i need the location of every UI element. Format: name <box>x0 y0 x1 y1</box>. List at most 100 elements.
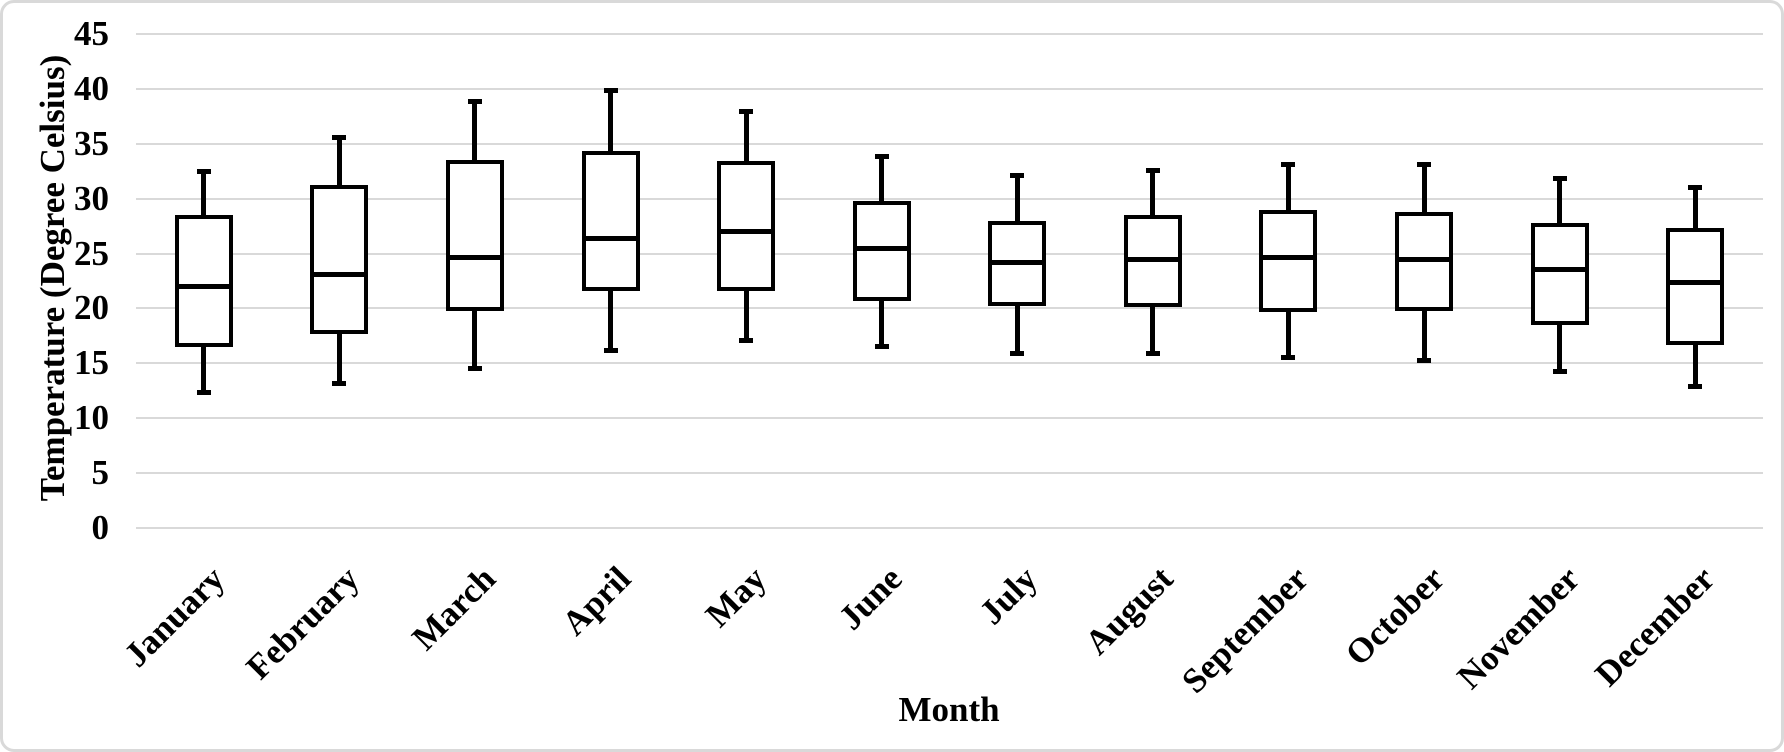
whisker-cap-min-june <box>875 344 889 349</box>
whisker-cap-max-august <box>1146 168 1160 173</box>
y-tick-label-5: 5 <box>91 453 110 492</box>
whisker-cap-min-december <box>1688 384 1702 389</box>
x-tick-label-january: January <box>115 559 232 675</box>
whisker-cap-max-january <box>197 169 211 174</box>
y-tick-label-20: 20 <box>74 288 109 327</box>
whisker-upper-july <box>1015 175 1020 221</box>
gridline-0 <box>136 527 1763 529</box>
y-tick-label-45: 45 <box>74 14 109 53</box>
iqr-box-september <box>1259 210 1317 312</box>
y-tick-label-0: 0 <box>91 508 110 547</box>
whisker-lower-april <box>608 291 613 350</box>
whisker-cap-min-may <box>739 338 753 343</box>
median-line-july <box>988 260 1046 265</box>
median-line-november <box>1531 267 1589 272</box>
gridline-35 <box>136 143 1763 145</box>
whisker-lower-august <box>1150 307 1155 353</box>
whisker-upper-january <box>201 171 206 215</box>
x-tick-label-april: April <box>554 559 639 643</box>
iqr-box-april <box>582 151 640 291</box>
gridline-20 <box>136 307 1763 309</box>
median-line-september <box>1259 255 1317 260</box>
gridline-25 <box>136 253 1763 255</box>
whisker-cap-min-july <box>1010 351 1024 356</box>
gridline-5 <box>136 472 1763 474</box>
whisker-cap-max-october <box>1417 162 1431 167</box>
gridline-15 <box>136 362 1763 364</box>
gridline-30 <box>136 198 1763 200</box>
y-tick-label-25: 25 <box>74 234 109 273</box>
whisker-lower-may <box>744 291 749 340</box>
iqr-box-march <box>446 160 504 311</box>
whisker-lower-october <box>1422 311 1427 360</box>
whisker-upper-december <box>1693 187 1698 228</box>
median-line-february <box>310 272 368 277</box>
whisker-cap-min-october <box>1417 358 1431 363</box>
gridline-10 <box>136 417 1763 419</box>
whisker-cap-max-july <box>1010 173 1024 178</box>
iqr-box-may <box>717 161 775 291</box>
whisker-cap-min-august <box>1146 351 1160 356</box>
whisker-cap-min-september <box>1281 355 1295 360</box>
whisker-cap-max-may <box>739 109 753 114</box>
whisker-cap-min-february <box>332 381 346 386</box>
x-tick-label-december: December <box>1587 559 1723 694</box>
gridline-40 <box>136 88 1763 90</box>
x-tick-label-october: October <box>1337 559 1452 674</box>
whisker-lower-january <box>201 347 206 392</box>
whisker-cap-max-february <box>332 135 346 140</box>
iqr-box-january <box>175 215 233 347</box>
whisker-cap-max-november <box>1553 176 1567 181</box>
whisker-cap-max-march <box>468 99 482 104</box>
y-tick-label-40: 40 <box>74 69 109 108</box>
whisker-cap-min-november <box>1553 369 1567 374</box>
median-line-june <box>853 246 911 251</box>
median-line-january <box>175 284 233 289</box>
x-tick-label-february: February <box>238 559 367 687</box>
x-tick-label-november: November <box>1450 559 1588 697</box>
whisker-lower-november <box>1557 325 1562 371</box>
whisker-lower-december <box>1693 345 1698 386</box>
iqr-box-february <box>310 185 368 334</box>
y-tick-label-30: 30 <box>74 179 109 218</box>
x-tick-label-june: June <box>831 559 910 638</box>
whisker-lower-march <box>472 311 477 368</box>
whisker-upper-april <box>608 90 613 151</box>
iqr-box-december <box>1666 228 1724 345</box>
median-line-august <box>1124 257 1182 262</box>
median-line-may <box>717 229 775 234</box>
whisker-cap-min-april <box>604 348 618 353</box>
x-tick-label-may: May <box>697 559 774 635</box>
x-tick-label-july: July <box>971 559 1045 632</box>
whisker-cap-max-april <box>604 88 618 93</box>
median-line-december <box>1666 280 1724 285</box>
median-line-april <box>582 236 640 241</box>
y-tick-label-35: 35 <box>74 124 109 163</box>
whisker-lower-september <box>1286 312 1291 357</box>
whisker-upper-november <box>1557 178 1562 223</box>
x-tick-label-august: August <box>1077 559 1181 663</box>
median-line-october <box>1395 257 1453 262</box>
median-line-march <box>446 255 504 260</box>
whisker-upper-may <box>744 111 749 161</box>
x-tick-label-march: March <box>403 559 503 658</box>
whisker-upper-february <box>337 137 342 185</box>
whisker-cap-max-december <box>1688 185 1702 190</box>
whisker-cap-min-march <box>468 366 482 371</box>
whisker-upper-march <box>472 101 477 160</box>
whisker-upper-june <box>879 156 884 201</box>
x-tick-label-september: September <box>1173 559 1316 701</box>
whisker-cap-max-june <box>875 154 889 159</box>
whisker-lower-june <box>879 301 884 346</box>
iqr-box-june <box>853 201 911 301</box>
iqr-box-november <box>1531 223 1589 325</box>
x-axis-title: Month <box>898 690 1000 729</box>
whisker-upper-september <box>1286 164 1291 210</box>
whisker-upper-october <box>1422 164 1427 212</box>
whisker-cap-max-september <box>1281 162 1295 167</box>
gridline-45 <box>136 33 1763 35</box>
whisker-lower-july <box>1015 306 1020 353</box>
y-tick-label-15: 15 <box>74 343 109 382</box>
whisker-cap-min-january <box>197 390 211 395</box>
